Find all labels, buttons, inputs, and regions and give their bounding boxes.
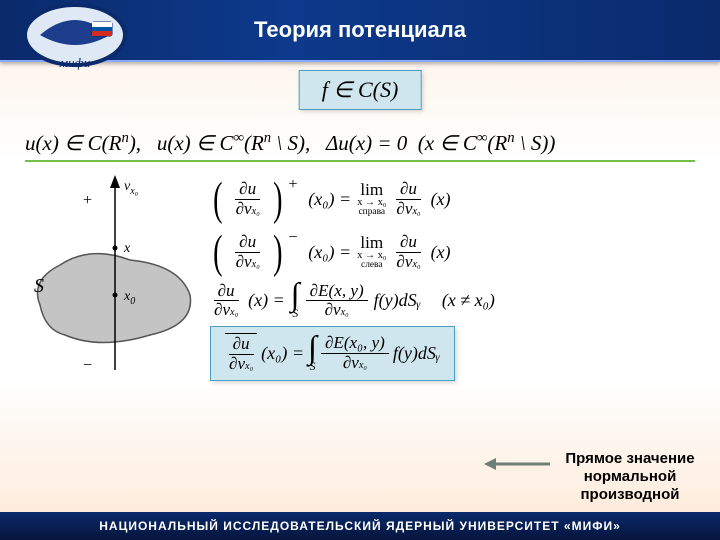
arrow-left-icon [482,454,552,474]
svg-text:x: x [123,241,131,256]
svg-text:−: − [83,357,92,374]
content-area: f ∈ C(S) u(x) ∈ C(Rn), u(x) ∈ C∞(Rn \ S)… [0,60,720,512]
equations-column: ( ∂u ∂νx₀ )+ (x₀) = lim x → x₀ справа ∂u… [210,170,710,387]
equation-integral: ∂u ∂νx₀ (x) = ∫S ∂E(x, y) ∂νx₀ f(y)dSᵧ (… [210,282,710,321]
assumption-box: f ∈ C(S) [299,70,422,110]
svg-text:νx₀: νx₀ [124,179,139,197]
equation-limit-plus: ( ∂u ∂νx₀ )+ (x₀) = lim x → x₀ справа ∂u… [210,176,710,223]
footer-bar: НАЦИОНАЛЬНЫЙ ИССЛЕДОВАТЕЛЬСКИЙ ЯДЕРНЫЙ У… [0,512,720,540]
equation-limit-minus: ( ∂u ∂νx₀ )− (x₀) = lim x → x₀ слева ∂u … [210,229,710,276]
svg-text:S: S [34,275,44,297]
equation-direct-value-row: ∂u ∂νx₀ (x₀) = ∫S ∂E(x₀, y) ∂νx₀ f(y)dSᵧ [210,326,710,381]
properties-line: u(x) ∈ C(Rn), u(x) ∈ C∞(Rn \ S), Δu(x) =… [25,130,695,156]
section-divider [25,160,695,162]
header-bar: Теория потенциала мифи [0,0,720,62]
surface-diagram: x x0 S + − νx₀ [20,170,210,380]
direct-value-box: ∂u ∂νx₀ (x₀) = ∫S ∂E(x₀, y) ∂νx₀ f(y)dSᵧ [210,326,455,381]
svg-text:+: + [83,192,92,209]
direct-value-caption: Прямое значение нормальной производной [550,450,710,504]
